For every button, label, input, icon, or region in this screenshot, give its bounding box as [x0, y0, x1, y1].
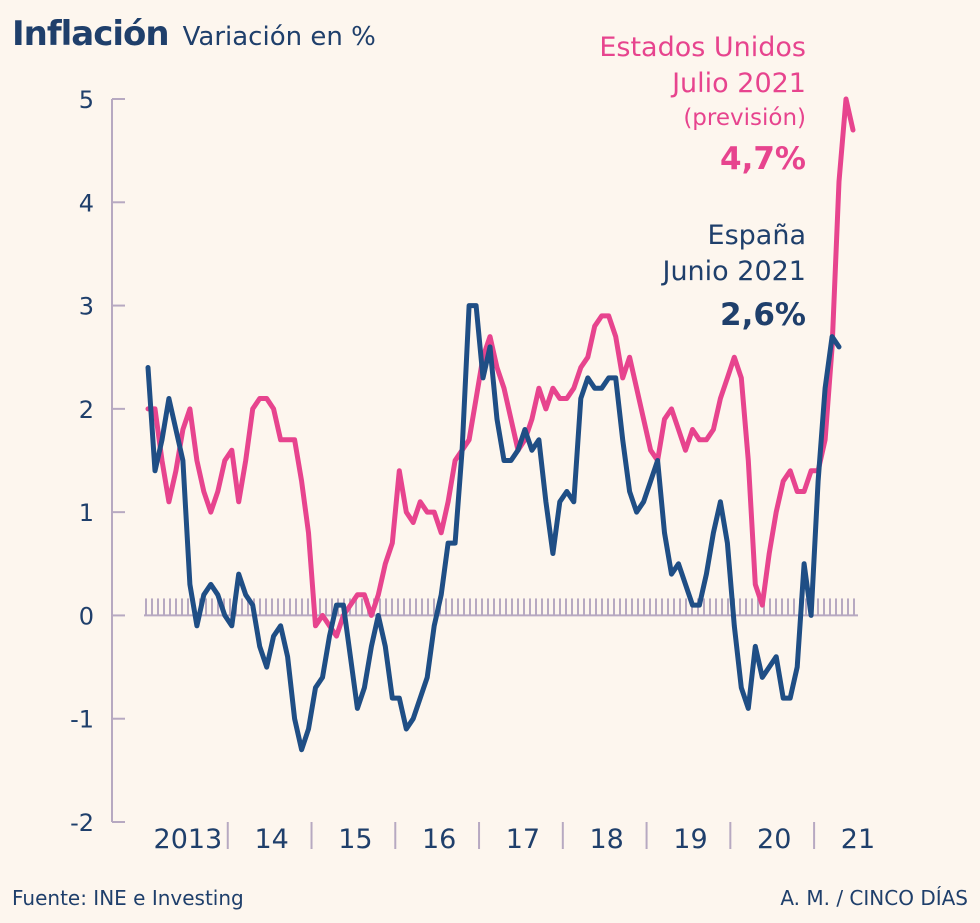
x-tick-label: 19 [673, 824, 707, 855]
es-annotation: España Junio 2021 2,6% [662, 218, 806, 340]
x-tick-label: 20 [757, 824, 791, 855]
us-annotation-note: (previsión) [683, 105, 806, 131]
us-annotation-date: Julio 2021 [672, 68, 806, 99]
y-ticks: 5 4 3 2 1 0 -1 -2 [70, 86, 125, 837]
us-annotation: Estados Unidos Julio 2021 (previsión) 4,… [599, 30, 806, 184]
y-tick-label: -2 [70, 809, 94, 837]
title-row: Inflación Variación en % [12, 14, 376, 54]
y-tick-label: 3 [79, 293, 94, 321]
source-note: Fuente: INE e Investing [12, 886, 244, 910]
credit-note: A. M. / CINCO DÍAS [780, 886, 968, 910]
x-tick-label: 17 [506, 824, 540, 855]
es-annotation-value: 2,6% [720, 297, 806, 333]
us-annotation-country: Estados Unidos [599, 32, 806, 63]
y-tick-label: 1 [79, 499, 94, 527]
x-tick-label: 16 [422, 824, 456, 855]
es-annotation-date: Junio 2021 [662, 256, 806, 287]
zero-band-hatch [145, 598, 855, 616]
us-annotation-value: 4,7% [720, 141, 806, 177]
y-tick-label: -1 [70, 706, 94, 734]
y-tick-label: 0 [79, 602, 94, 630]
x-tick-label: 18 [590, 824, 624, 855]
series-line-estados-unidos [145, 96, 856, 639]
x-tick-label: 2013 [154, 824, 223, 855]
x-tick-label: 15 [338, 824, 372, 855]
es-annotation-country: España [707, 220, 806, 251]
x-tick-label: 21 [841, 824, 875, 855]
y-tick-label: 5 [79, 86, 94, 114]
chart-title: Inflación [12, 14, 170, 54]
chart-subtitle: Variación en % [182, 22, 376, 52]
x-ticks: 2013 14 15 16 17 18 19 20 21 [154, 822, 875, 855]
y-tick-label: 2 [79, 396, 94, 424]
y-tick-label: 4 [79, 189, 94, 217]
series-lines [145, 96, 856, 753]
x-tick-label: 14 [254, 824, 288, 855]
series-line-espana [145, 303, 842, 753]
